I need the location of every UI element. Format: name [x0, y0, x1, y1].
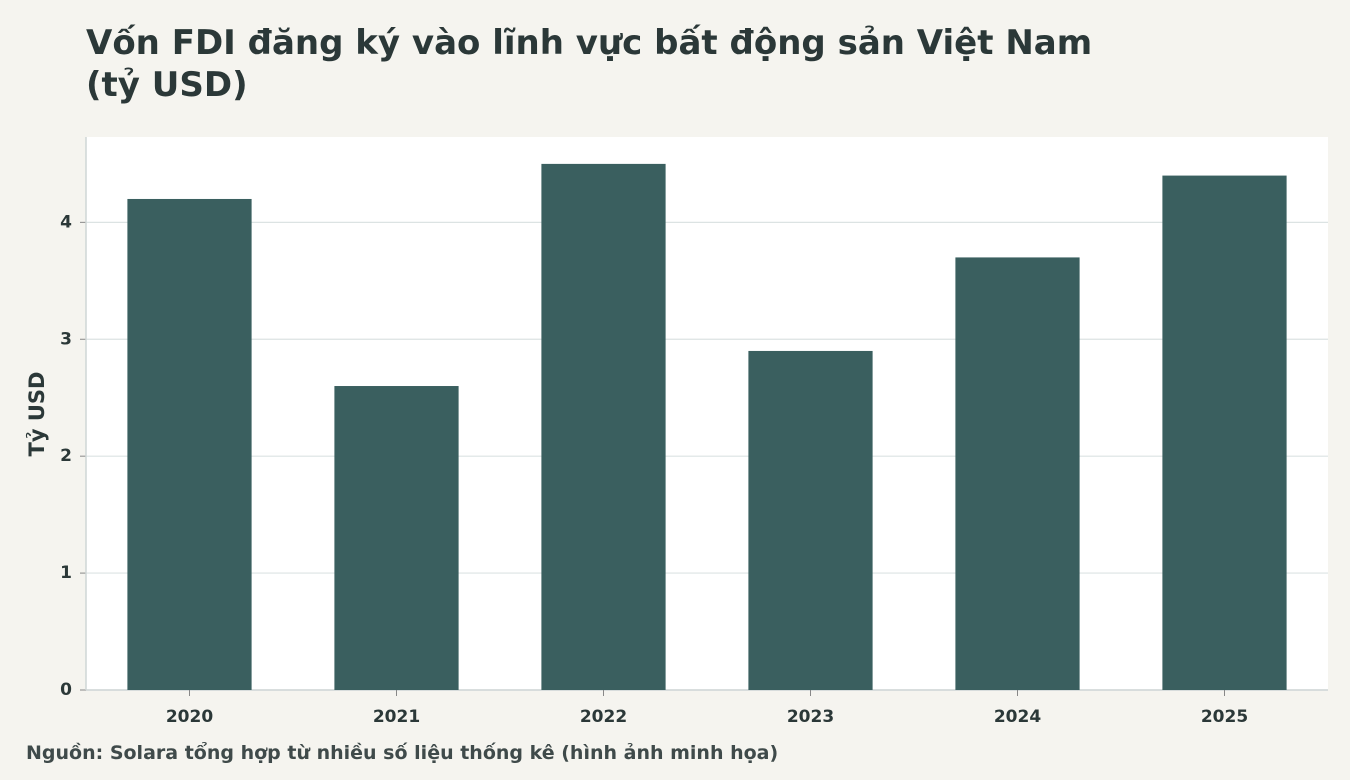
plot-area [86, 137, 1328, 690]
bar [541, 163, 666, 690]
x-tick-label: 2024 [994, 707, 1041, 727]
y-tick-label: 1 [60, 563, 72, 583]
chart-title: Vốn FDI đăng ký vào lĩnh vực bất động sả… [86, 23, 1093, 105]
bar [334, 386, 459, 690]
x-tick-label: 2023 [787, 707, 834, 727]
chart: Tỷ USD 0 1 2 3 4 2020 2021 2022 2023 2024 2025 [25, 137, 1328, 727]
x-tick-label: 2020 [166, 707, 213, 727]
source-note: Nguồn: Solara tổng hợp từ nhiều số liệu … [26, 742, 779, 764]
bar [127, 198, 252, 691]
y-tick-label: 0 [60, 680, 72, 700]
y-tick-label: 3 [60, 329, 72, 349]
bar [1162, 175, 1287, 690]
y-axis-label: Tỷ USD [25, 372, 49, 457]
x-tick-label: 2021 [373, 707, 420, 727]
y-tick-label: 4 [60, 212, 72, 232]
y-tick-label: 2 [60, 446, 72, 466]
bar [748, 350, 873, 690]
x-tick-label: 2022 [580, 707, 627, 727]
bar [955, 257, 1080, 690]
x-tick-label: 2025 [1201, 707, 1248, 727]
